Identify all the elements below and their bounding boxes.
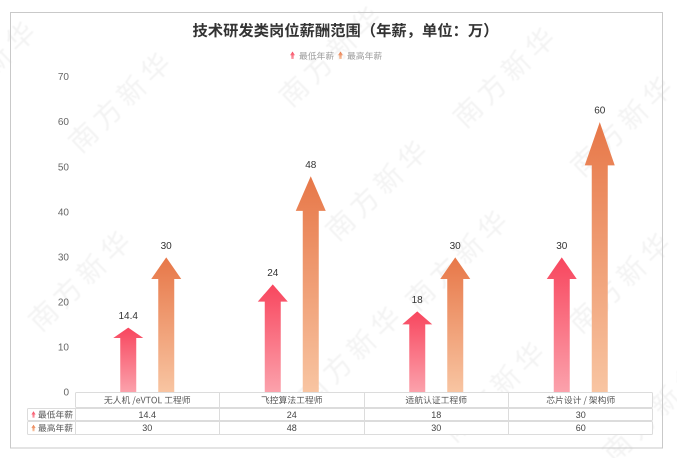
- svg-text:48: 48: [287, 423, 297, 433]
- svg-text:14.4: 14.4: [118, 311, 138, 322]
- svg-text:70: 70: [58, 72, 70, 83]
- svg-text:30: 30: [58, 252, 70, 263]
- svg-text:50: 50: [58, 162, 70, 173]
- svg-text:30: 30: [450, 241, 462, 252]
- svg-text:30: 30: [142, 423, 152, 433]
- svg-text:30: 30: [576, 410, 586, 420]
- svg-text:60: 60: [576, 423, 586, 433]
- svg-text:18: 18: [412, 295, 424, 306]
- svg-text:10: 10: [58, 343, 70, 354]
- svg-text:40: 40: [58, 207, 70, 218]
- svg-text:30: 30: [161, 241, 173, 252]
- svg-text:0: 0: [63, 388, 69, 399]
- svg-text:24: 24: [267, 268, 279, 279]
- svg-text:48: 48: [305, 160, 317, 171]
- svg-text:60: 60: [594, 106, 606, 117]
- svg-text:24: 24: [287, 410, 297, 420]
- svg-text:20: 20: [58, 298, 70, 309]
- svg-text:14.4: 14.4: [138, 410, 156, 420]
- svg-text:30: 30: [556, 241, 568, 252]
- svg-text:18: 18: [431, 410, 441, 420]
- svg-text:30: 30: [431, 423, 441, 433]
- svg-text:60: 60: [58, 117, 70, 128]
